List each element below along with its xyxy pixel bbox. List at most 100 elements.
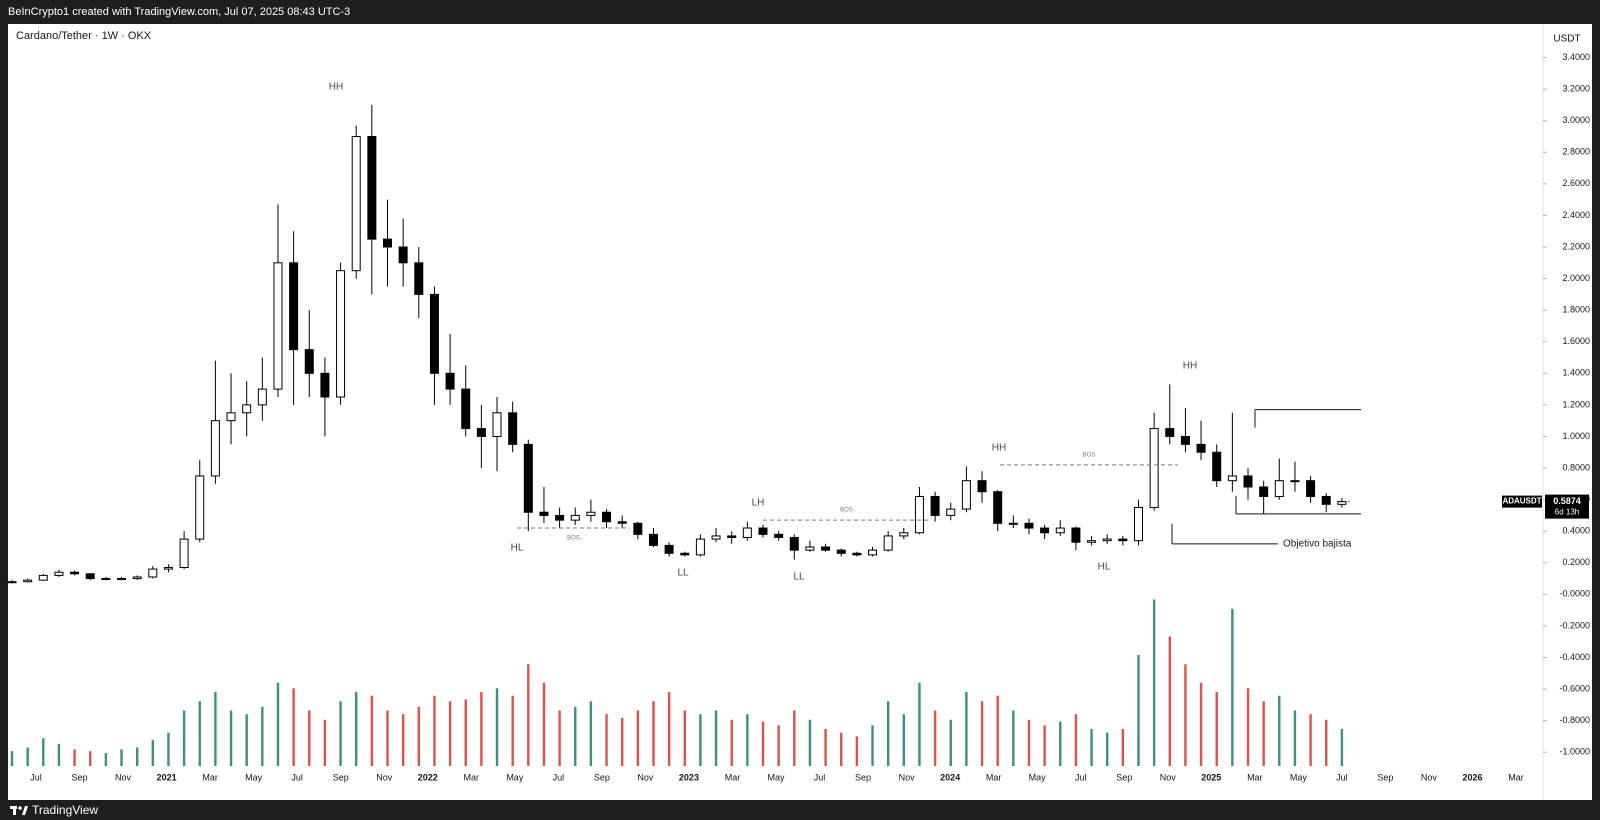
volume-bar (57, 743, 61, 766)
volume-bar (1246, 688, 1250, 766)
candle-body (382, 238, 392, 248)
y-tick-label: -0.6000 (1559, 683, 1590, 693)
x-tick-label: Nov (899, 772, 916, 782)
volume-bar (135, 747, 139, 766)
y-tick-label: 0.4000 (1562, 526, 1590, 536)
volume-bar (120, 749, 123, 766)
candle-body (633, 522, 643, 535)
candle-body (70, 571, 80, 575)
structure-label: HL (511, 543, 524, 554)
header-text: BeInCrypto1 created with TradingView.com… (8, 6, 351, 18)
candle-body (7, 581, 17, 584)
volume-bar (589, 701, 593, 766)
candle-body (289, 262, 299, 351)
volume-bar (511, 695, 514, 766)
candle-body (210, 420, 220, 477)
candle-body (1008, 522, 1018, 525)
candle-body (320, 372, 330, 398)
volume-bar (855, 736, 859, 766)
volume-bar (292, 688, 295, 766)
chart-title: Cardano/Tether · 1W · OKX (16, 30, 152, 42)
volume-bar (1278, 695, 1281, 766)
volume-bar (1293, 710, 1297, 766)
top-bar: BeInCrypto1 created with TradingView.com… (0, 0, 1600, 24)
volume-bar (902, 714, 906, 766)
x-tick-label: Sep (855, 772, 871, 782)
y-tick-label: -0.4000 (1559, 652, 1590, 662)
volume-bar (542, 682, 546, 766)
candle-body (508, 412, 518, 445)
x-tick-label: May (767, 772, 785, 782)
candle-body (711, 535, 721, 540)
last-price-label: 0.5874 (1553, 496, 1581, 506)
candle-body (570, 514, 580, 521)
volume-bar (370, 695, 374, 766)
volume-bar (495, 688, 499, 766)
x-tick-label: Mar (202, 772, 218, 782)
y-tick-label: 1.0000 (1562, 431, 1590, 441)
candle-body (555, 514, 565, 521)
candle-body (117, 578, 127, 581)
volume-bar (73, 749, 76, 766)
candle-body (1071, 527, 1081, 543)
x-tick-label: Jul (30, 772, 42, 782)
candle-body (38, 574, 48, 581)
candle-body (132, 576, 142, 580)
candle-body (774, 533, 784, 539)
candle-body (1055, 527, 1065, 534)
volume-bar (433, 695, 436, 766)
volume-bar (1059, 721, 1062, 766)
candle-body (1274, 480, 1284, 497)
volume-bar (574, 706, 577, 766)
candle-body (680, 552, 690, 556)
candle-body (1024, 522, 1034, 529)
volume-bar (1152, 599, 1156, 766)
volume-bar (667, 692, 671, 766)
candle-body (868, 549, 878, 556)
volume-bar (417, 706, 420, 766)
volume-bar (151, 740, 155, 766)
volume-bar (1027, 719, 1031, 766)
candle-body (805, 546, 815, 551)
candle-body (1337, 501, 1347, 505)
x-tick-label: Jul (1075, 772, 1087, 782)
x-tick-label: Mar (1247, 772, 1263, 782)
candle-body (23, 579, 33, 583)
symbol-badge (1502, 495, 1542, 508)
volume-bar (840, 732, 843, 766)
candle-body (1102, 538, 1112, 542)
y-tick-label: 3.4000 (1562, 52, 1590, 62)
volume-bar (182, 710, 186, 766)
volume-bar (198, 701, 201, 766)
x-tick-label: Jul (1336, 772, 1348, 782)
volume-bar (824, 729, 827, 766)
volume-bar (777, 725, 780, 766)
candle-body (836, 549, 846, 554)
volume-bar (871, 725, 874, 766)
logo-icon (10, 806, 28, 815)
candle-body (1118, 538, 1128, 542)
candle-body (1243, 475, 1253, 488)
x-tick-label: Nov (376, 772, 393, 782)
volume-bar (1121, 729, 1125, 766)
candle-body (664, 544, 674, 554)
y-tick-label: 2.0000 (1562, 273, 1590, 283)
volume-bar (636, 710, 640, 766)
structure-label: HH (992, 443, 1006, 454)
volume-bar (746, 714, 749, 766)
volume-bar (26, 747, 29, 766)
candle-body (336, 270, 346, 398)
x-tick-label: May (245, 772, 263, 782)
structure-label: HH (1183, 361, 1197, 372)
volume-bar (980, 701, 984, 766)
volume-bar (808, 719, 812, 766)
bos-label: BOS (1083, 452, 1096, 458)
volume-bar (1231, 608, 1234, 766)
candle-body (1180, 435, 1190, 445)
candle-body (148, 568, 158, 578)
volume-bar (464, 699, 467, 766)
y-tick-label: 1.2000 (1562, 399, 1590, 409)
y-tick-label: 3.0000 (1562, 115, 1590, 125)
volume-bar (245, 714, 248, 766)
